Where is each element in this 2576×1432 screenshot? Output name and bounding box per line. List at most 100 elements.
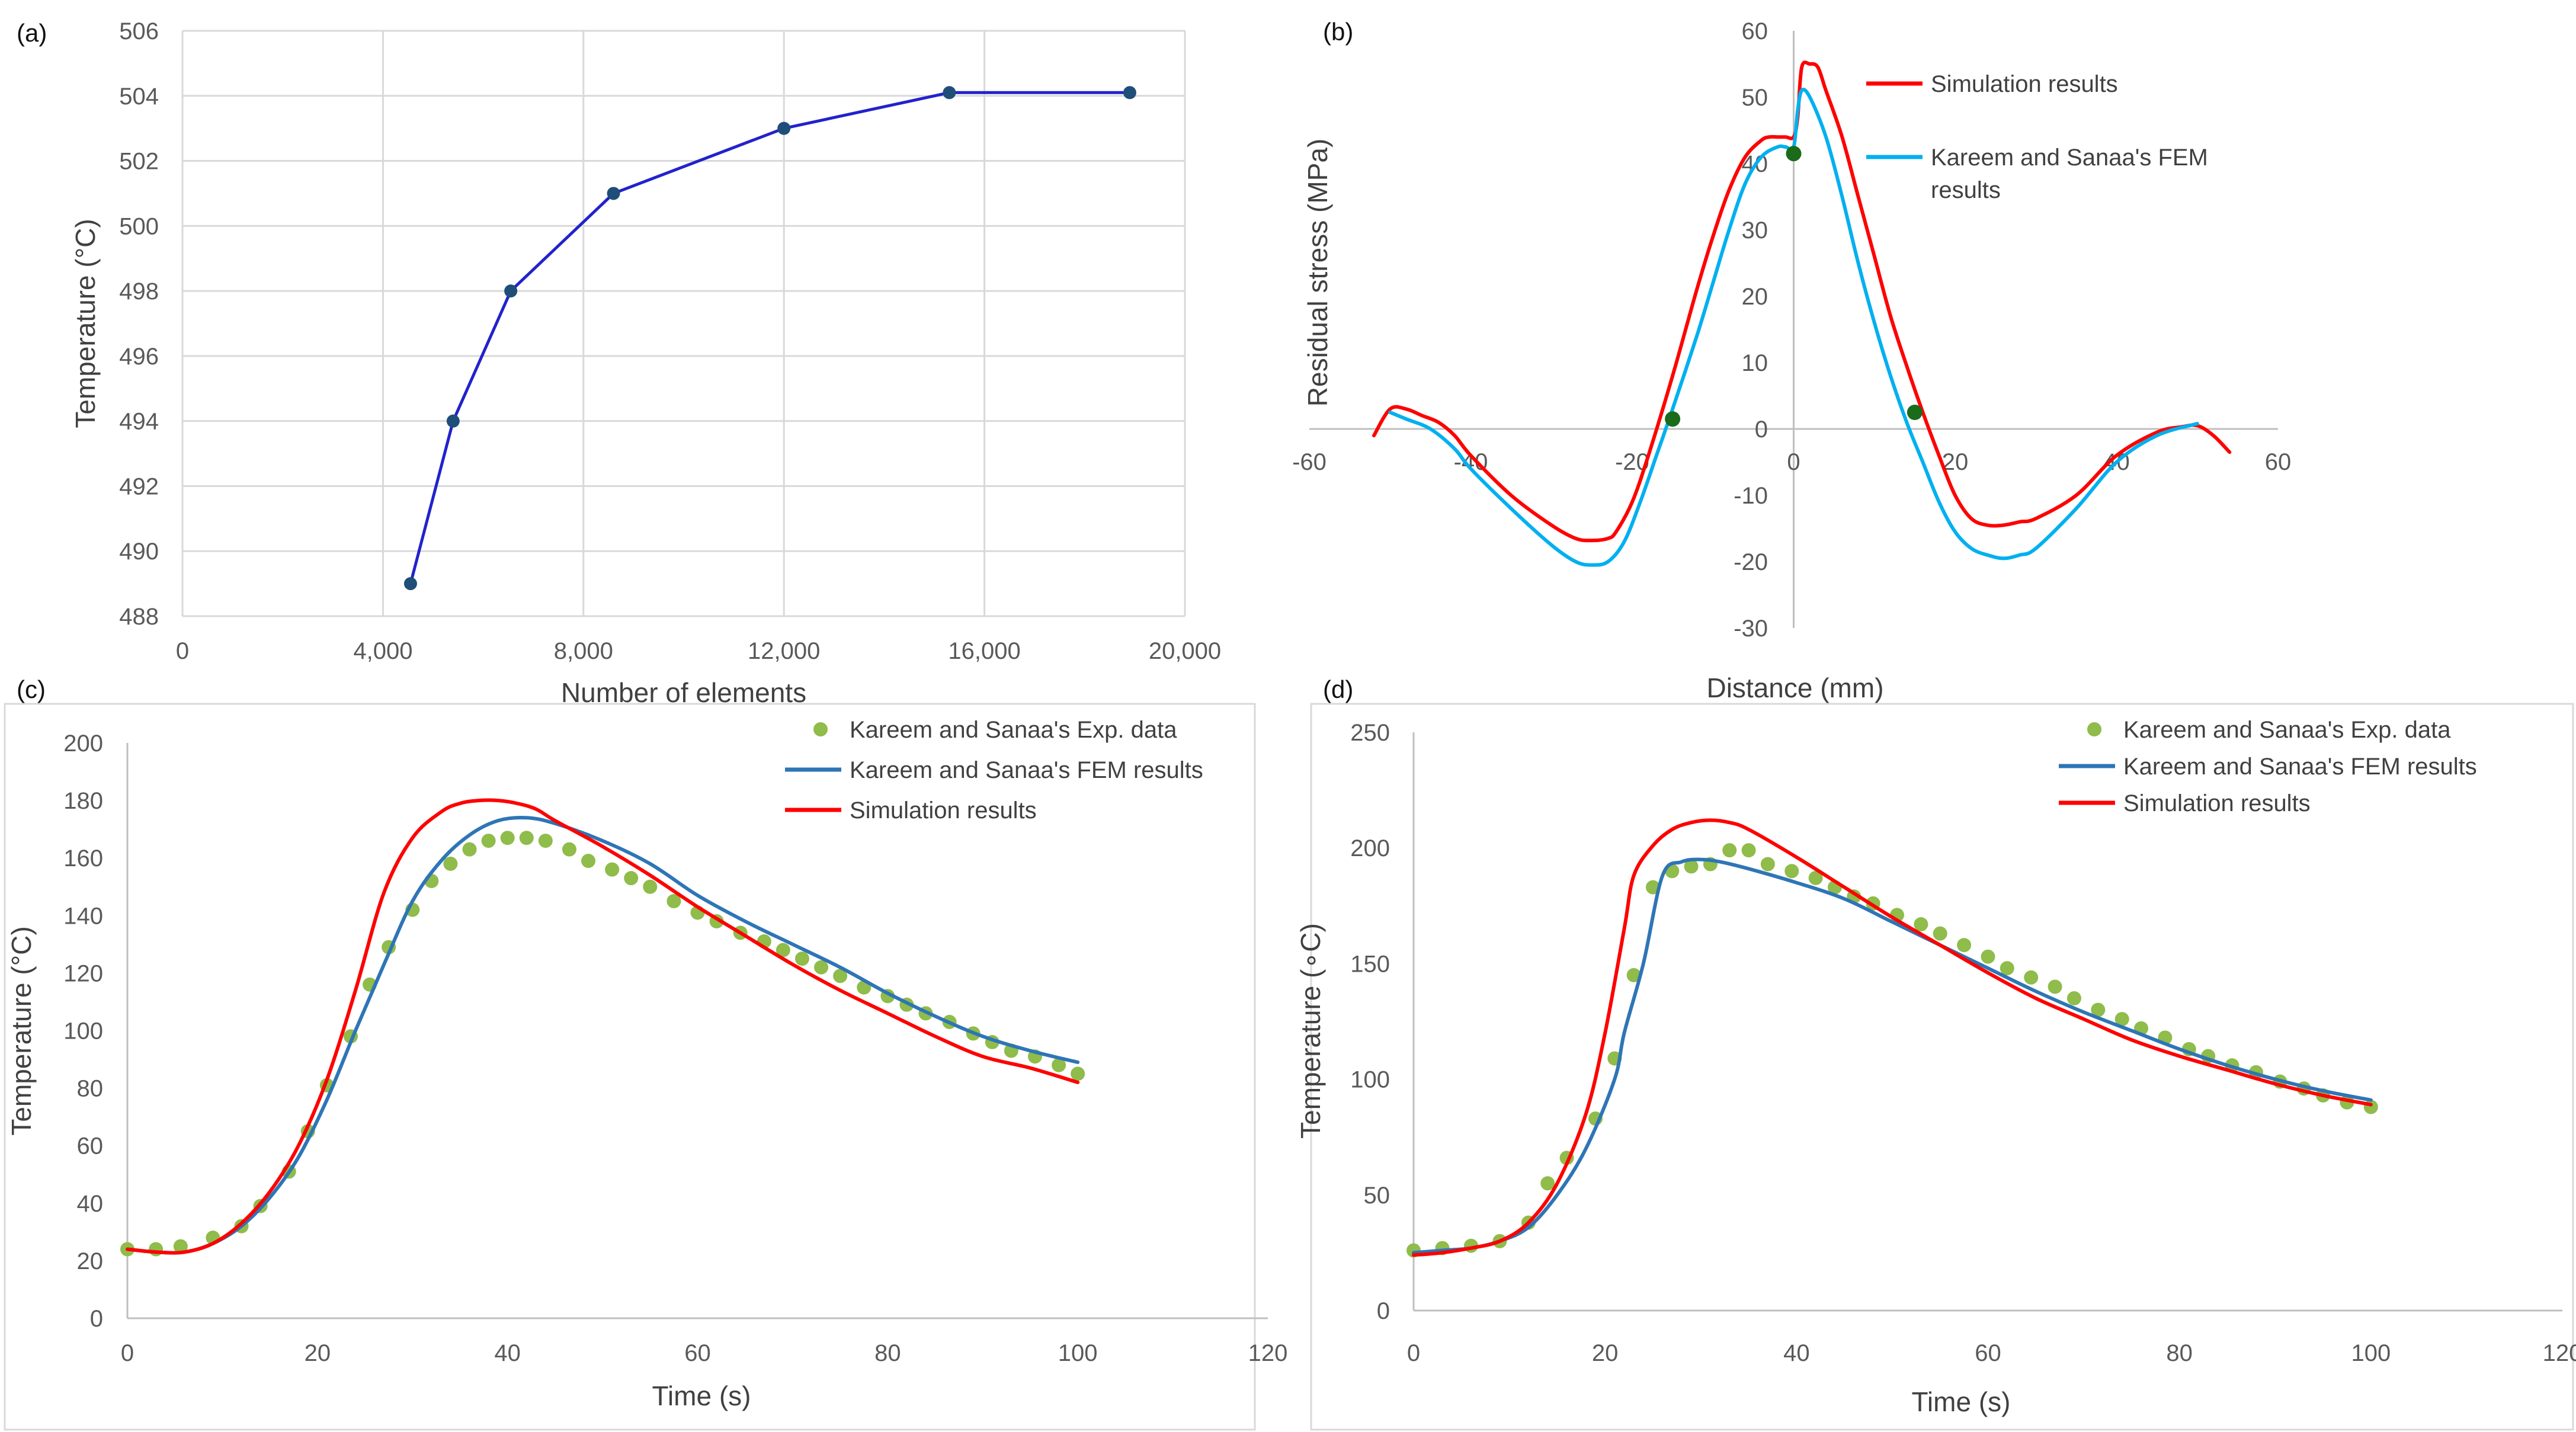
series-line — [1412, 857, 2373, 1255]
x-tick-label: 80 — [2166, 1340, 2193, 1366]
x-tick-label: 60 — [1975, 1340, 2001, 1366]
data-point — [504, 284, 518, 298]
legend-label: Kareem and Sanaa's Exp. data — [2123, 717, 2451, 743]
data-point — [500, 831, 515, 845]
data-point — [1907, 405, 1923, 420]
data-point — [1722, 843, 1737, 858]
y-axis-label: Temperature (∘C) — [1295, 923, 1326, 1139]
data-point — [1786, 146, 1802, 162]
y-tick-label: 494 — [119, 409, 159, 435]
data-point — [443, 856, 458, 871]
legend-label: Kareem and Sanaa's FEM results — [2123, 754, 2477, 780]
y-tick-label: 120 — [63, 960, 103, 986]
y-tick-label: 0 — [1755, 417, 1768, 443]
data-point — [2000, 961, 2014, 976]
panel-label: (c) — [17, 675, 46, 703]
chart-panel-3: (c) 0 20 40 60 80 100 120 0 20 40 60 80 100 120 140 160 1… — [4, 675, 1288, 1431]
panel-label: (b) — [1323, 18, 1353, 46]
y-tick-label: 504 — [119, 84, 159, 110]
chart-panel-4: (d) 0 20 40 60 80 100 120 0 50 100 150 200 250 Time (s… — [1295, 675, 2576, 1431]
y-tick-label: 160 — [63, 845, 103, 872]
data-point — [814, 960, 829, 975]
y-tick-label: 30 — [1742, 217, 1768, 244]
data-point — [2024, 970, 2039, 985]
data-point — [1808, 870, 1823, 885]
data-point — [2091, 1002, 2106, 1017]
y-tick-label: 60 — [1742, 18, 1768, 44]
data-point — [1123, 86, 1136, 100]
x-tick-label: 100 — [1058, 1340, 1098, 1366]
x-tick-label: 120 — [1248, 1340, 1288, 1366]
legend-label: Simulation results — [1931, 71, 2118, 97]
data-point — [1933, 926, 1947, 941]
x-axis-label: Time (s) — [1912, 1386, 2011, 1417]
y-tick-label: 502 — [119, 149, 159, 175]
chart-panel-2: (b)-60 -40 -20 0 20 40 60-30-20-10010203040506… — [1292, 18, 2291, 703]
x-tick-label: 12,000 — [748, 638, 820, 664]
data-point — [833, 969, 848, 984]
x-axis-label: Distance (mm) — [1706, 672, 1883, 703]
y-tick-label: 50 — [1364, 1183, 1390, 1209]
data-point — [149, 1242, 164, 1257]
data-point — [462, 842, 477, 857]
y-tick-label: 140 — [63, 903, 103, 929]
data-point — [1071, 1066, 1085, 1081]
x-tick-label: 16,000 — [948, 638, 1020, 664]
y-tick-label: 100 — [1350, 1067, 1390, 1093]
data-point — [1540, 1176, 1555, 1191]
y-tick-label: -10 — [1734, 483, 1768, 509]
x-axis-label: Time (s) — [652, 1380, 751, 1411]
y-tick-label: 200 — [63, 731, 103, 757]
data-point — [607, 187, 620, 200]
data-point — [1914, 917, 1928, 932]
data-point — [777, 121, 791, 135]
y-tick-label: 150 — [1350, 951, 1390, 977]
y-axis-label: Temperature (°C) — [6, 926, 37, 1135]
y-tick-label: 498 — [119, 278, 159, 305]
x-tick-label: 40 — [494, 1340, 521, 1366]
series-line — [126, 798, 1080, 1255]
data-point — [1684, 859, 1699, 874]
y-tick-label: 50 — [1742, 85, 1768, 111]
y-axis-label: Residual stress (MPa) — [1302, 139, 1333, 406]
panel-label: (d) — [1323, 675, 1353, 703]
x-tick-label: 60 — [2265, 449, 2292, 475]
y-tick-label: -30 — [1734, 616, 1768, 642]
data-point — [2048, 979, 2062, 994]
x-tick-label: 20 — [1592, 1340, 1619, 1366]
y-tick-label: 100 — [63, 1018, 103, 1045]
x-tick-label: 120 — [2543, 1340, 2576, 1366]
y-tick-label: 506 — [119, 18, 159, 44]
y-tick-label: 40 — [77, 1191, 104, 1217]
data-point — [1665, 411, 1681, 427]
data-point — [1052, 1058, 1066, 1072]
y-tick-label: 20 — [1742, 284, 1768, 310]
x-axis-label: Number of elements — [561, 677, 806, 708]
data-point — [943, 86, 956, 100]
x-tick-label: 4,000 — [353, 638, 412, 664]
x-tick-label: 20,000 — [1149, 638, 1221, 664]
y-tick-label: 200 — [1350, 835, 1390, 861]
x-tick-label: 40 — [1783, 1340, 1810, 1366]
data-point — [643, 879, 658, 894]
x-tick-label: 0 — [121, 1340, 134, 1366]
y-tick-label: 0 — [1377, 1298, 1390, 1324]
panel-frame — [1310, 703, 2574, 1431]
x-tick-label: 0 — [1407, 1340, 1420, 1366]
data-point — [1760, 857, 1775, 872]
data-point — [1957, 938, 1972, 953]
x-tick-label: 0 — [176, 638, 189, 664]
data-point — [581, 854, 596, 869]
y-tick-label: 60 — [77, 1133, 104, 1159]
y-tick-label: 80 — [77, 1076, 104, 1102]
data-point — [2114, 1012, 2129, 1027]
panel-label: (a) — [17, 19, 47, 47]
data-point — [1981, 949, 1995, 964]
data-point — [538, 834, 553, 848]
data-point — [1784, 864, 1799, 879]
x-tick-label: 100 — [2351, 1340, 2391, 1366]
data-point — [446, 414, 460, 428]
y-axis-label: Temperature (°C) — [70, 219, 101, 428]
data-point — [605, 862, 620, 877]
legend-label: Kareem and Sanaa's Exp. data — [850, 717, 1177, 743]
